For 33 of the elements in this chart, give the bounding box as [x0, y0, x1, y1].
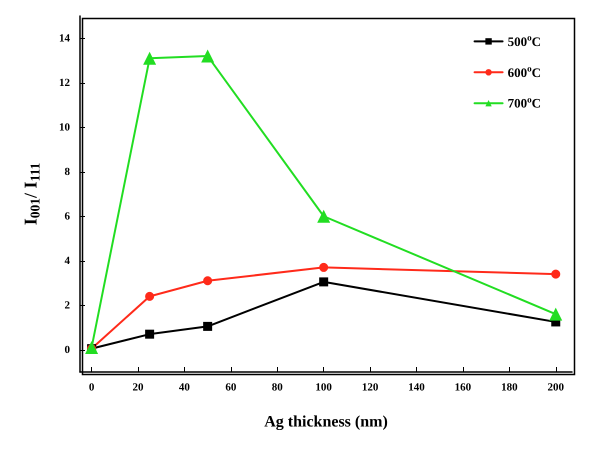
- x-tick-label: 0: [88, 382, 95, 394]
- x-axis-title: Ag thickness (nm): [264, 414, 388, 430]
- x-tick-label: 120: [362, 382, 379, 394]
- point: [319, 277, 328, 286]
- point: [201, 50, 214, 63]
- x-tick-label: 200: [548, 382, 565, 394]
- point: [145, 292, 154, 301]
- x-tick-label: 20: [132, 382, 144, 394]
- y-tick-label: 12: [59, 76, 70, 89]
- y-tick-label: 4: [64, 254, 70, 267]
- y-tick-label: 14: [59, 32, 70, 44]
- point: [319, 262, 328, 272]
- x-tick-label: 60: [225, 382, 237, 394]
- y-tick-label: 6: [64, 210, 70, 222]
- x-tick-label: 180: [501, 382, 518, 394]
- point: [203, 276, 212, 286]
- x-tick-label: 160: [454, 382, 472, 394]
- point: [317, 210, 330, 223]
- y-tick-label: 8: [64, 166, 70, 178]
- x-tick-label: 100: [315, 382, 332, 394]
- x-tick-label: 140: [408, 382, 426, 394]
- point: [143, 52, 156, 65]
- point: [551, 270, 560, 279]
- y-tick-label: 0: [64, 344, 70, 356]
- point: [85, 341, 98, 354]
- point: [549, 308, 562, 321]
- y-tick-label: 10: [59, 121, 70, 134]
- y-axis-title: I001/ I111: [20, 162, 42, 226]
- y-tick-label: 2: [64, 299, 70, 312]
- x-tick-label: 80: [272, 382, 284, 394]
- point: [145, 330, 154, 339]
- point: [203, 322, 212, 331]
- x-tick-label: 40: [178, 382, 190, 394]
